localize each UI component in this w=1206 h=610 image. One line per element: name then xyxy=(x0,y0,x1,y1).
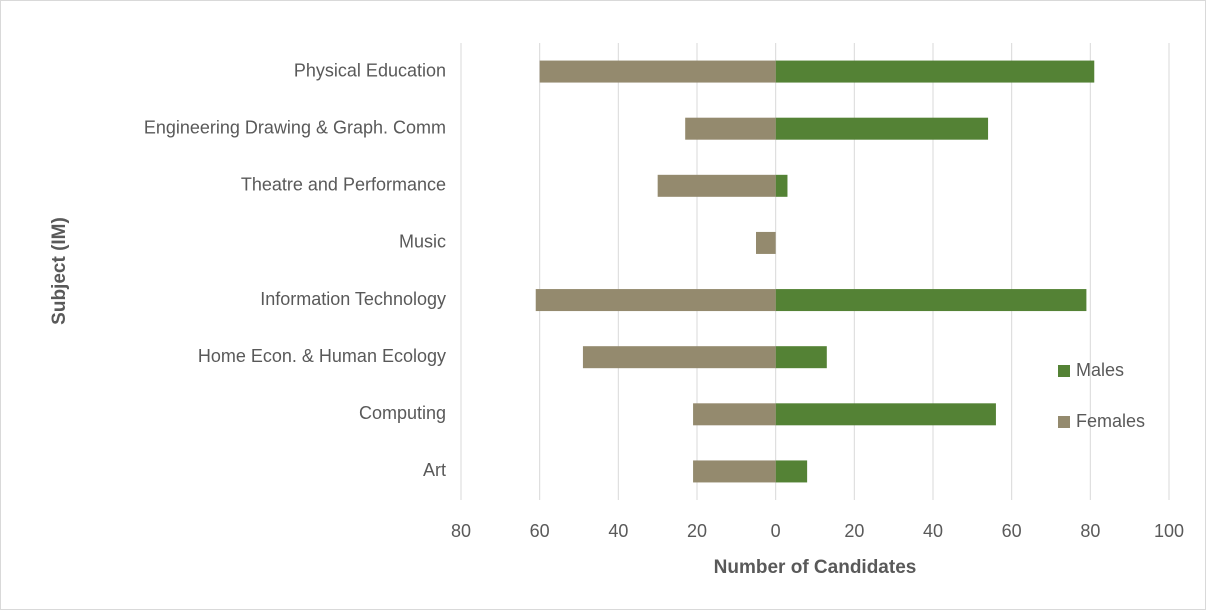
bar xyxy=(685,117,776,140)
x-tick-label: 40 xyxy=(923,521,943,541)
x-tick-label: 100 xyxy=(1154,521,1184,541)
bar xyxy=(775,460,808,483)
bar xyxy=(582,346,776,369)
legend-label: Females xyxy=(1076,411,1145,431)
y-tick-label: Physical Education xyxy=(294,60,446,80)
bar xyxy=(775,60,1095,83)
bar xyxy=(657,174,776,197)
x-tick-label: 60 xyxy=(530,521,550,541)
bar xyxy=(775,174,788,197)
x-axis-title: Number of Candidates xyxy=(714,557,917,578)
x-tick-label: 20 xyxy=(687,521,707,541)
y-tick-label: Engineering Drawing & Graph. Comm xyxy=(144,117,446,137)
x-tick-label: 0 xyxy=(771,521,781,541)
legend-swatch xyxy=(1058,416,1070,428)
y-axis-title: Subject (IM) xyxy=(49,217,70,325)
y-tick-label: Music xyxy=(399,232,446,252)
y-tick-label: Information Technology xyxy=(260,289,446,309)
x-tick-label: 40 xyxy=(608,521,628,541)
bar xyxy=(775,346,827,369)
bar xyxy=(775,403,996,426)
bar xyxy=(756,231,776,254)
y-tick-label: Theatre and Performance xyxy=(241,175,446,195)
x-tick-label: 80 xyxy=(1080,521,1100,541)
bar xyxy=(693,460,776,483)
bar xyxy=(539,60,776,83)
bar xyxy=(775,117,989,140)
bar xyxy=(775,289,1087,312)
y-tick-label: Home Econ. & Human Ecology xyxy=(198,346,446,366)
x-tick-label: 20 xyxy=(844,521,864,541)
legend-swatch xyxy=(1058,365,1070,377)
y-tick-label: Computing xyxy=(359,403,446,423)
bar xyxy=(693,403,776,426)
x-tick-label: 60 xyxy=(1002,521,1022,541)
x-tick-label: 80 xyxy=(451,521,471,541)
bar xyxy=(535,289,776,312)
y-tick-label: Art xyxy=(423,460,446,480)
legend-label: Males xyxy=(1076,360,1124,380)
